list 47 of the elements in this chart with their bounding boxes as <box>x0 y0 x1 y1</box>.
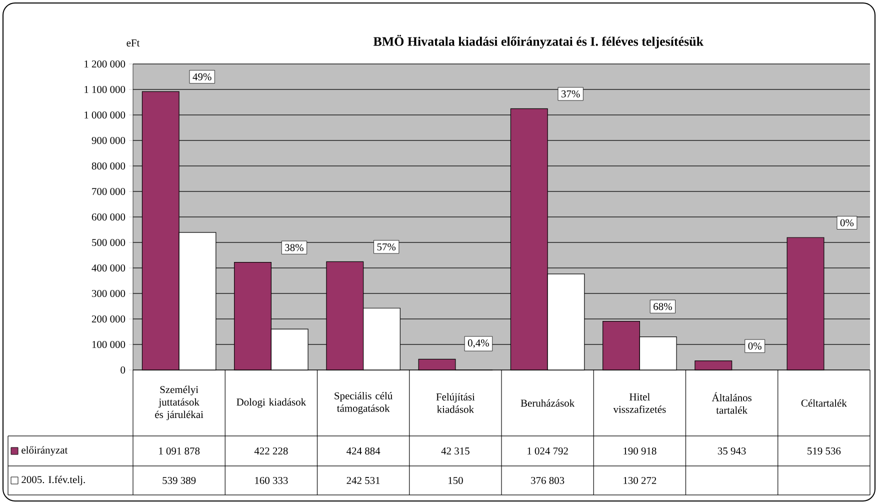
x-tick-label: Dologi kiadások <box>236 398 306 408</box>
y-tick-label: 800 000 <box>92 162 126 170</box>
y-tick-label: 900 000 <box>92 136 126 144</box>
y-tick-label: 1 200 000 <box>84 60 126 68</box>
data-label: 130 272 <box>624 476 656 484</box>
data-label: 519 536 <box>808 447 841 455</box>
data-label: 1 091 878 <box>159 447 200 455</box>
y-tick-label: 400 000 <box>92 264 126 272</box>
x-tick-label: Speciális célú támogatások <box>334 392 392 414</box>
data-label: 150 <box>448 476 463 484</box>
annotation: 37% <box>562 90 580 98</box>
y-tick-label: 300 000 <box>92 290 126 298</box>
x-tick-label: Felújítási kiadások <box>436 393 475 413</box>
data-label: 42 315 <box>441 447 470 455</box>
annotation: 68% <box>654 303 672 310</box>
legend-label: 2005. I.fév.telj. <box>22 476 85 486</box>
y-tick-label: 600 000 <box>92 213 126 221</box>
x-tick-label: Beruházások <box>520 399 575 407</box>
x-tick-label: Céltartalék <box>801 399 847 407</box>
data-label: 424 884 <box>346 447 380 455</box>
y-tick-label: 1 100 000 <box>84 86 126 94</box>
y-tick-label: 100 000 <box>92 340 126 348</box>
data-label: 160 333 <box>255 476 288 484</box>
data-label: 242 531 <box>346 476 380 484</box>
data-label: 539 389 <box>162 476 196 484</box>
legend-label: előirányzat <box>22 446 68 456</box>
data-label: 422 228 <box>254 447 288 455</box>
data-label: 190 918 <box>624 447 656 455</box>
chart-title: BMÖ Hivatala kiadási előirányzatai és I. féléves teljesítésük <box>373 34 704 48</box>
y-axis-title: eFt <box>126 40 140 46</box>
annotation: 0% <box>748 342 762 350</box>
x-tick-label: Személyi juttatások és járulékai <box>155 386 204 420</box>
annotation: 49% <box>192 73 212 80</box>
annotation: 0% <box>840 219 854 226</box>
data-label: 1 024 792 <box>528 447 568 455</box>
y-tick-label: 1 000 000 <box>84 111 126 119</box>
data-label: 376 803 <box>531 476 564 484</box>
x-tick-label: Hitel visszafizetés <box>613 393 666 413</box>
data-label: 35 943 <box>718 447 746 455</box>
y-tick-label: 500 000 <box>92 238 126 246</box>
y-tick-label: 700 000 <box>92 188 126 196</box>
annotation: 57% <box>377 243 396 250</box>
y-tick-label: 0 <box>120 366 126 374</box>
annotation: 0,4% <box>468 339 489 348</box>
y-tick-label: 200 000 <box>92 315 126 323</box>
x-tick-label: Általános tartalék <box>712 392 752 414</box>
annotation: 38% <box>285 244 304 252</box>
